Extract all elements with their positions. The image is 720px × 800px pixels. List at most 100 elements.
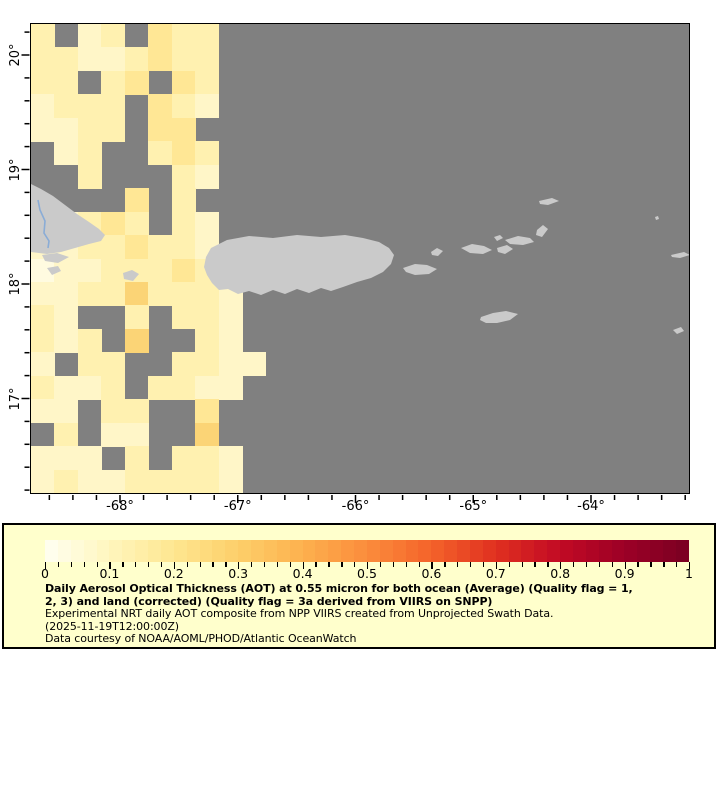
colorbar-minor-tick: [251, 562, 253, 567]
colorbar-minor-tick: [547, 562, 549, 567]
aot-cell: [54, 94, 79, 119]
island-st-thomas: [461, 244, 492, 254]
aot-cell: [195, 469, 220, 493]
colorbar: [45, 540, 689, 562]
aot-cell: [171, 47, 196, 72]
colorbar-minor-tick: [276, 562, 279, 567]
colorbar-major-tick: [624, 562, 626, 569]
colorbar-minor-tick: [148, 562, 150, 567]
colorbar-step: [508, 540, 522, 562]
aot-cell: [171, 94, 196, 119]
colorbar-minor-tick: [83, 562, 85, 567]
aot-cell: [124, 281, 149, 306]
legend-timestamp: (2025-11-19T12:00:00Z): [45, 619, 179, 633]
aot-cell: [77, 141, 102, 166]
colorbar-minor-tick: [212, 562, 214, 567]
colorbar-step: [45, 540, 58, 562]
aot-cell: [242, 352, 267, 377]
colorbar-step: [109, 540, 123, 562]
colorbar-step: [186, 540, 200, 562]
colorbar-major-tick: [302, 562, 304, 569]
aot-cell: [31, 305, 56, 330]
colorbar-major-tick: [495, 562, 498, 569]
aot-cell: [171, 446, 196, 471]
aot-cell: [54, 281, 79, 306]
colorbar-step: [482, 540, 496, 562]
colorbar-step: [534, 540, 548, 562]
colorbar-step: [495, 540, 509, 562]
aot-cell: [77, 258, 102, 283]
aot-cell: [31, 446, 56, 471]
aot-cell: [54, 70, 79, 95]
river-line: [37, 199, 50, 249]
colorbar-minor-tick: [328, 562, 330, 567]
aot-cell: [31, 281, 56, 306]
aot-cell: [195, 305, 220, 330]
aot-cell: [54, 305, 79, 330]
colorbar-step: [366, 540, 380, 562]
aot-cell: [101, 47, 126, 72]
aot-cell: [54, 117, 79, 142]
aot-cell: [101, 422, 126, 447]
aot-cell: [195, 70, 220, 95]
aot-cell: [31, 24, 56, 49]
island-mona: [123, 270, 139, 281]
colorbar-minor-tick: [392, 562, 395, 567]
colorbar-step: [225, 540, 239, 562]
colorbar-tick-label: 0.5: [357, 566, 377, 581]
colorbar-step: [418, 540, 432, 562]
colorbar-major-tick: [560, 562, 562, 569]
aot-cell: [31, 94, 56, 119]
aot-cell: [54, 422, 79, 447]
colorbar-step: [405, 540, 419, 562]
aot-cell: [124, 422, 149, 447]
colorbar-step: [521, 540, 535, 562]
colorbar-minor-tick: [354, 562, 356, 567]
island-virgin-gorda: [536, 225, 548, 237]
legend-title-line: Daily Aerosol Optical Thickness (AOT) at…: [45, 582, 633, 595]
colorbar-minor-tick: [186, 562, 188, 567]
aot-cell: [171, 70, 196, 95]
colorbar-step: [444, 540, 457, 562]
aot-cell: [101, 399, 126, 424]
aot-cell: [148, 117, 173, 142]
aot-cell: [195, 211, 220, 236]
island-vieques: [403, 264, 437, 275]
colorbar-minor-tick: [573, 562, 575, 567]
colorbar-step: [354, 540, 367, 562]
aot-cell: [77, 24, 102, 49]
colorbar-step: [611, 540, 625, 562]
lon-label: -66°: [341, 499, 370, 514]
lat-label: 18°: [8, 272, 23, 296]
aot-cell: [101, 211, 126, 236]
colorbar-step: [289, 540, 303, 562]
aot-cell: [101, 469, 126, 493]
colorbar-tick-label: 0.8: [550, 566, 571, 581]
colorbar-step: [469, 540, 483, 562]
colorbar-step: [160, 540, 174, 562]
colorbar-step: [392, 540, 406, 562]
aot-cell: [171, 211, 196, 236]
colorbar-minor-tick: [637, 562, 639, 567]
aot-cell: [195, 422, 220, 447]
colorbar-minor-tick: [470, 562, 472, 567]
colorbar-minor-tick: [508, 562, 510, 567]
colorbar-step: [135, 540, 148, 562]
colorbar-major-tick: [689, 562, 691, 569]
island-saona: [42, 253, 69, 263]
colorbar-minor-tick: [534, 562, 536, 567]
colorbar-minor-tick: [405, 562, 407, 567]
colorbar-minor-tick: [598, 562, 601, 567]
aot-cell: [148, 94, 173, 119]
aot-cell: [31, 469, 56, 493]
aot-cell: [218, 328, 243, 353]
aot-cell: [218, 375, 243, 400]
colorbar-step: [276, 540, 290, 562]
colorbar-major-tick: [238, 562, 240, 569]
aot-cell: [195, 446, 220, 471]
colorbar-step: [238, 540, 251, 562]
colorbar-step: [572, 540, 586, 562]
aot-cell: [101, 352, 126, 377]
aot-cell: [54, 399, 79, 424]
colorbar-step: [96, 540, 110, 562]
